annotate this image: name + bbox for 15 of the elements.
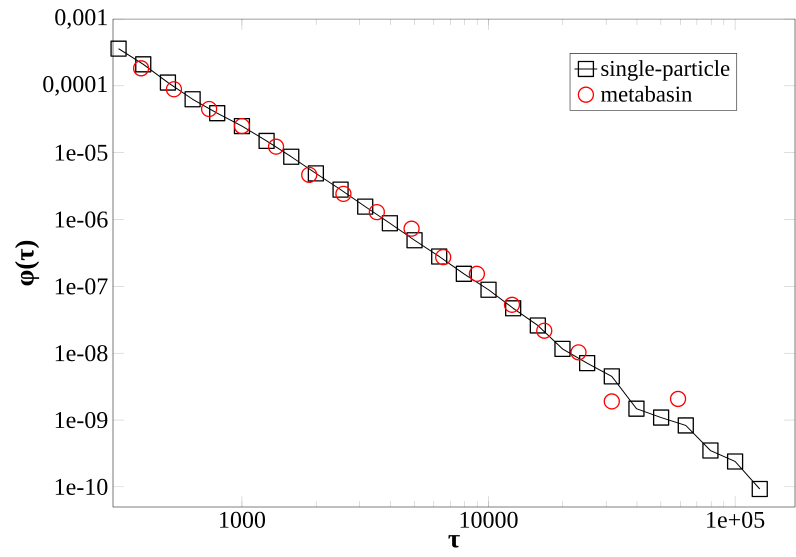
legend-label: metabasin bbox=[600, 86, 692, 102]
y-tick-label: 1e-09 bbox=[56, 412, 108, 428]
x-tick-label: 1000 bbox=[220, 512, 266, 528]
legend-label: single-particle bbox=[601, 60, 730, 81]
y-tick-label: 1e-08 bbox=[56, 345, 108, 362]
y-tick-label: 1e-06 bbox=[56, 211, 108, 228]
y-tick-label: 1e-05 bbox=[56, 144, 108, 161]
x-tick-label: 1e+05 bbox=[707, 512, 764, 528]
y-axis-title: φ(τ) bbox=[14, 240, 40, 286]
x-axis-title: τ bbox=[448, 535, 460, 548]
y-tick-label: 1e-10 bbox=[56, 478, 108, 495]
y-tick-label: 1e-07 bbox=[56, 278, 108, 294]
x-tick-label: 10000 bbox=[460, 512, 518, 528]
y-tick-label: 0,0001 bbox=[43, 76, 107, 96]
y-tick-label: 0,001 bbox=[55, 9, 107, 29]
